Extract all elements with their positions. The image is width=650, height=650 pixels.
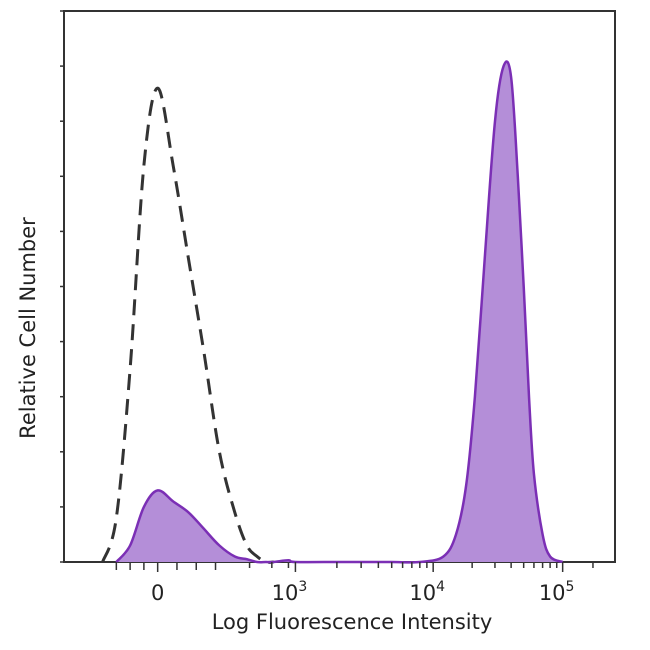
series-1-fill [116, 61, 563, 563]
x-tick-label: 103 [272, 579, 308, 605]
x-tick-label: 105 [539, 579, 575, 605]
x-tick-label: 0 [151, 581, 164, 605]
x-axis-label: Log Fluorescence Intensity [212, 610, 493, 634]
x-tick-label: 104 [409, 579, 445, 605]
y-axis [60, 10, 64, 563]
y-axis-label: Relative Cell Number [16, 217, 40, 439]
series-0-dashed-line [101, 86, 274, 564]
x-axis: 0 103 104 105 [115, 562, 594, 605]
series-layer [101, 60, 564, 564]
series-1-line [115, 60, 564, 564]
